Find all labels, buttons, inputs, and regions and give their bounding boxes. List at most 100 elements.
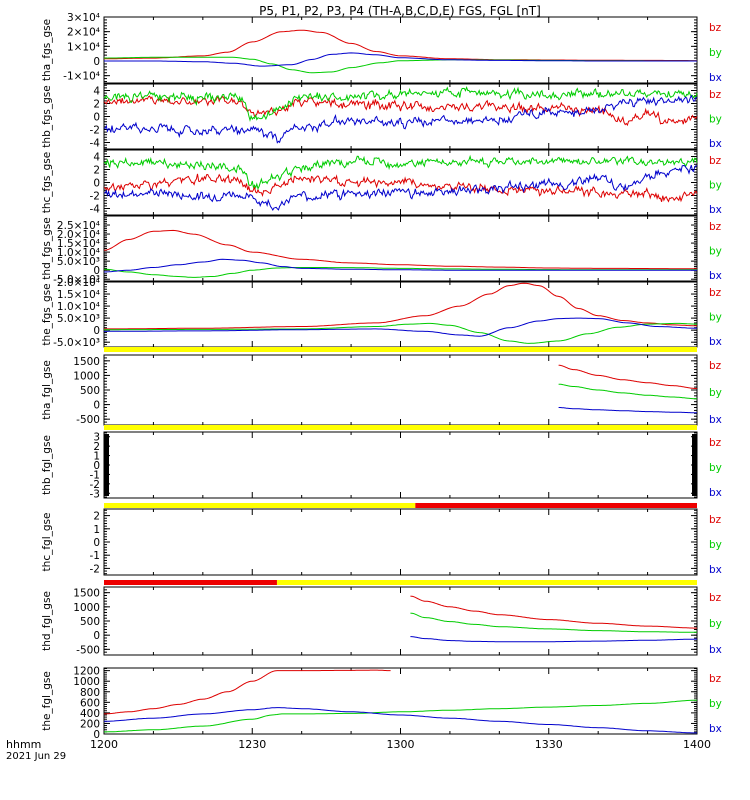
panel-frame bbox=[103, 16, 698, 84]
series-line-bx bbox=[558, 407, 698, 414]
legend-by: by bbox=[709, 246, 722, 258]
panel-tha_fgs_gse: -1×10⁴ 0 1×10⁴ 2×10⁴ 3×10⁴ tha_fgs_gse bz by bx bbox=[41, 12, 722, 84]
y-tick-label: 1 bbox=[93, 524, 100, 536]
y-tick-label: 0 bbox=[93, 325, 100, 337]
series-line-bx bbox=[104, 52, 697, 67]
edge-data-block bbox=[692, 434, 697, 496]
legend-bx: bx bbox=[709, 723, 722, 735]
y-tick-label: 1500 bbox=[73, 588, 100, 600]
y-tick-label: -4 bbox=[90, 204, 101, 216]
y-tick-label: 2 bbox=[93, 99, 100, 111]
series-line-bz bbox=[103, 95, 698, 127]
legend-bx: bx bbox=[709, 487, 722, 499]
y-tick-label: 1.5×10⁴ bbox=[57, 238, 100, 250]
series-line-bz bbox=[103, 229, 697, 270]
y-tick-label: 2 bbox=[93, 511, 100, 523]
y-tick-label: 1000 bbox=[73, 370, 100, 382]
x-axis-label: hhmm bbox=[6, 738, 41, 751]
legend-bz: bz bbox=[709, 155, 722, 167]
y-tick-label: 4 bbox=[93, 86, 100, 98]
status-bar-segment bbox=[104, 580, 277, 585]
panel-frame bbox=[103, 281, 698, 348]
y-tick-label: 600 bbox=[80, 697, 100, 709]
legend-by: by bbox=[709, 618, 722, 630]
y-tick-label: 1200 bbox=[73, 666, 100, 678]
panel-thd_fgs_gse: -5.0×10³05.0×10³1.0×10⁴1.5×10⁴2.0×10⁴2.5… bbox=[41, 215, 722, 286]
legend-bz: bz bbox=[709, 437, 722, 449]
y-tick-label: 0 bbox=[93, 400, 100, 412]
panel-frame bbox=[103, 431, 698, 499]
legend-bz: bz bbox=[709, 514, 722, 526]
y-tick-label: -2 bbox=[90, 563, 100, 575]
legend-bx: bx bbox=[709, 270, 722, 282]
legend-bx: bx bbox=[709, 564, 722, 576]
status-bar-segment bbox=[415, 503, 697, 508]
series-line-bx bbox=[103, 164, 698, 212]
status-bar-segment bbox=[276, 580, 697, 585]
series-line-bx bbox=[104, 707, 697, 734]
legend-bz: bz bbox=[709, 287, 722, 299]
y-tick-label: 0 bbox=[93, 178, 100, 190]
y-tick-label: 0 bbox=[93, 460, 100, 472]
legend-by: by bbox=[709, 462, 722, 474]
y-tick-label: 0 bbox=[93, 56, 100, 68]
panel-tha_fgl_gse: -500 0 500 1000 1500 tha_fgl_gse bz by bx bbox=[41, 347, 722, 426]
legend-by: by bbox=[709, 387, 722, 399]
series-line-bz bbox=[104, 669, 391, 715]
legend-by: by bbox=[709, 47, 722, 59]
legend-by: by bbox=[709, 698, 722, 710]
y-tick-label: 1 bbox=[93, 451, 100, 463]
panel-frame bbox=[103, 83, 698, 150]
series-line-bx bbox=[103, 258, 697, 273]
x-tick-label: 1200 bbox=[90, 738, 118, 751]
y-tick-label: 5.0×10³ bbox=[57, 313, 100, 325]
legend-by: by bbox=[709, 539, 722, 551]
y-tick-label: -2 bbox=[90, 479, 100, 491]
y-tick-label: -1 bbox=[90, 550, 100, 562]
panel-frame bbox=[103, 586, 698, 656]
y-tick-label: 2.0×10⁴ bbox=[57, 229, 100, 241]
y-tick-label: 200 bbox=[80, 718, 100, 730]
y-tick-label: -500 bbox=[76, 644, 100, 656]
date-label: 2021 Jun 29 bbox=[6, 751, 66, 762]
x-tick-label: 1300 bbox=[387, 738, 415, 751]
panel-frame bbox=[103, 354, 698, 426]
status-bar-segment bbox=[104, 503, 416, 508]
series-line-by bbox=[104, 56, 697, 74]
y-tick-label: 1.0×10⁴ bbox=[57, 301, 100, 313]
panel-frame bbox=[103, 215, 698, 282]
y-tick-label: -2 bbox=[90, 125, 100, 137]
y-tick-label: 2×10⁴ bbox=[67, 27, 100, 39]
series-line-bz bbox=[103, 173, 698, 203]
series-line-by bbox=[103, 86, 698, 122]
panel-frame bbox=[103, 508, 698, 576]
series-line-bx bbox=[104, 317, 697, 337]
legend-bz: bz bbox=[709, 22, 722, 34]
y-tick-label: 0 bbox=[93, 630, 100, 642]
y-tick-label: 0 bbox=[93, 537, 100, 549]
y-axis-label: thb_fgs_gse bbox=[41, 85, 53, 147]
y-axis-label: the_fgl_gse bbox=[41, 671, 53, 731]
y-tick-label: 2 bbox=[93, 165, 100, 177]
status-bar-segment bbox=[104, 425, 697, 430]
legend-bz: bz bbox=[709, 89, 722, 101]
series-line-by bbox=[558, 383, 698, 400]
legend-by: by bbox=[709, 180, 722, 192]
status-bar-segment bbox=[104, 347, 697, 352]
legend-by: by bbox=[709, 312, 722, 324]
legend-bz: bz bbox=[709, 592, 722, 604]
y-tick-label: 500 bbox=[80, 616, 100, 628]
series-line-bz bbox=[104, 282, 697, 330]
y-tick-label: -4 bbox=[90, 138, 101, 150]
legend-bx: bx bbox=[709, 644, 722, 656]
edge-data-block bbox=[104, 434, 109, 496]
y-axis-label: thd_fgl_gse bbox=[41, 591, 53, 651]
y-tick-label: 400 bbox=[80, 708, 100, 720]
y-tick-label: 0 bbox=[93, 112, 100, 124]
